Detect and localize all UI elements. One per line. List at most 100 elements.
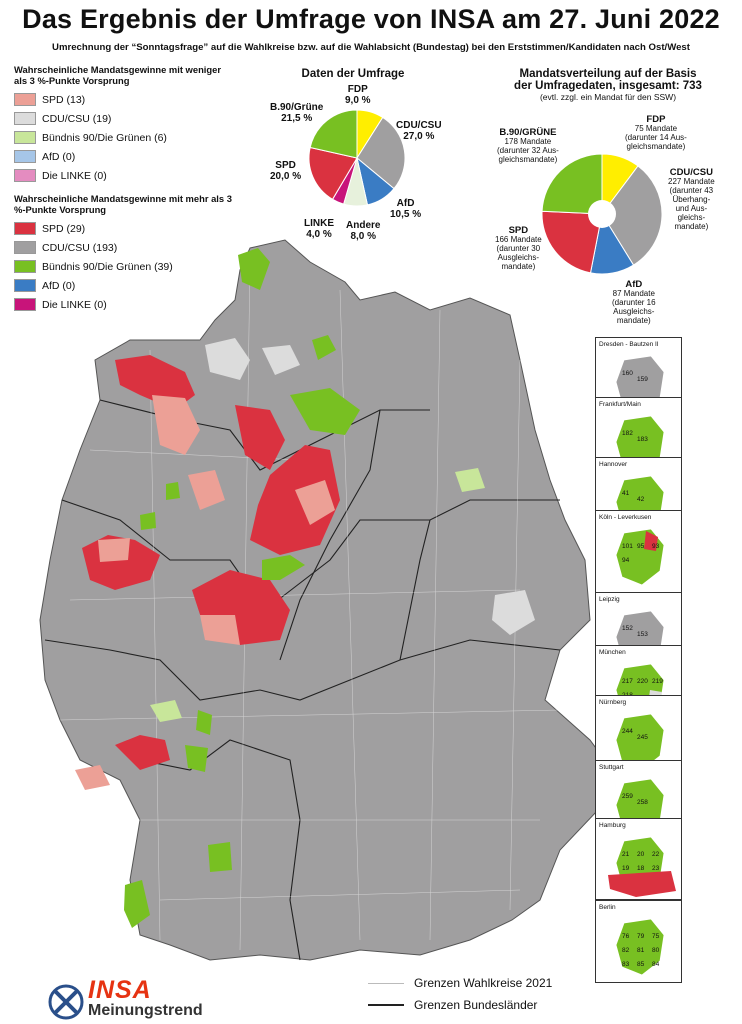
legend-swatch — [14, 222, 36, 235]
poll-label-gruene: B.90/Grüne 21,5 % — [270, 102, 324, 124]
district-gruene-strong — [290, 388, 360, 435]
district-gruene-strong — [185, 745, 208, 772]
inset-title: Hamburg — [599, 822, 626, 829]
legend-district-borders: Grenzen Wahlkreise 2021 — [368, 976, 552, 990]
inset-k-ln-leverkusen: Köln - Leverkusen 101 95 93 94 — [595, 510, 682, 593]
legend-label: SPD (29) — [42, 222, 86, 235]
seats-label-fdp: FDP 75 Mandate (darunter 14 Aus-gleichsman… — [625, 114, 687, 151]
legend-weak-item: CDU/CSU (19) — [14, 109, 234, 128]
inset-district-number: 84 — [652, 961, 660, 968]
inset-district-number: 81 — [637, 947, 645, 954]
inset-district-number: 217 — [622, 678, 633, 685]
legend-strong-item: CDU/CSU (193) — [14, 238, 234, 257]
inset-district-number: 259 — [622, 793, 633, 800]
poll-label-cdu: CDU/CSU 27,0 % — [396, 120, 442, 142]
district-spd-weak — [295, 480, 335, 525]
legend-swatch — [14, 279, 36, 292]
legend-strong-item: Die LINKE (0) — [14, 295, 234, 314]
district-spd-strong — [250, 445, 340, 555]
inset-berlin: Berlin 76 79 75 82 81 80 83 85 84 — [595, 900, 682, 983]
poll-label-andere: Andere 8,0 % — [346, 220, 381, 242]
legend-swatch — [14, 298, 36, 311]
page-subtitle: Umrechnung der “Sonntagsfrage” auf die W… — [52, 42, 690, 53]
district-cdu-weak — [492, 590, 535, 635]
inset-title: Stuttgart — [599, 764, 624, 771]
inset-title: Nürnberg — [599, 699, 627, 706]
inset-district-number: 160 — [622, 370, 633, 377]
inset-title: Berlin — [599, 904, 616, 911]
inset-shape — [615, 918, 665, 976]
inset-title: Dresden - Bautzen II — [599, 341, 659, 348]
district-gruene-strong — [208, 842, 232, 872]
pie-slice-spd — [308, 146, 358, 201]
inset-district-number: 23 — [652, 865, 660, 872]
inset-district-number: 153 — [637, 631, 648, 638]
pie-slice-spd — [541, 210, 603, 274]
district-cdu-weak — [205, 338, 250, 380]
inset-district-number: 245 — [637, 734, 648, 741]
inset-district-number: 244 — [622, 728, 633, 735]
legend-label: CDU/CSU (19) — [42, 112, 112, 125]
inset-district-number: 95 — [637, 543, 645, 550]
inset-district-number: 41 — [622, 490, 630, 497]
legend-weak-item: AfD (0) — [14, 147, 234, 166]
district-spd-weak — [200, 615, 240, 645]
inset-district-number: 18 — [637, 865, 645, 872]
inset-district-number: 80 — [652, 947, 660, 954]
inset-title: Köln - Leverkusen — [599, 514, 652, 521]
pie-slice-cdu-csu — [601, 165, 663, 266]
insa-logo-icon — [48, 984, 84, 1020]
logo-sub: Meinungstrend — [88, 1002, 203, 1019]
inset-district-number: 21 — [622, 851, 630, 858]
inset-title: München — [599, 649, 626, 656]
page-title: Das Ergebnis der Umfrage von INSA am 27.… — [22, 4, 720, 34]
pie-slice-b-90-gr-ne — [309, 109, 358, 159]
inset-title: Frankfurt/Main — [599, 401, 641, 408]
legend-label: Die LINKE (0) — [42, 169, 107, 182]
poll-label-fdp: FDP 9,0 % — [345, 84, 371, 106]
legend-swatch — [14, 260, 36, 273]
legend-label: Die LINKE (0) — [42, 298, 107, 311]
inset-district-number: 93 — [652, 543, 660, 550]
inset-district-number: 159 — [637, 376, 648, 383]
inset-district-number: 152 — [622, 625, 633, 632]
legend-label: SPD (13) — [42, 93, 86, 106]
inset-district-number: 76 — [622, 933, 630, 940]
district-gruene-strong — [140, 512, 156, 530]
inset-shape — [608, 836, 676, 897]
legend-strong-item: AfD (0) — [14, 276, 234, 295]
district-gruene-strong — [196, 710, 212, 735]
legend-swatch — [14, 169, 36, 182]
inset-district-number: 19 — [622, 865, 630, 872]
district-spd-weak — [75, 765, 110, 790]
inset-title: Leipzig — [599, 596, 620, 603]
pie-slice-cdu-csu — [356, 116, 406, 190]
legend-swatch — [14, 131, 36, 144]
legend-label: Bündnis 90/Die Grünen (6) — [42, 131, 167, 144]
legend-state-borders: Grenzen Bundesländer — [368, 998, 537, 1012]
inset-district-number: 83 — [622, 961, 630, 968]
insa-logo: INSA Meinungstrend — [46, 976, 236, 1022]
inset-district-number: 82 — [622, 947, 630, 954]
state-borders — [44, 399, 561, 961]
inset-district-number: 85 — [637, 961, 645, 968]
district-gruene-weak — [150, 700, 182, 722]
inset-district-number: 220 — [637, 678, 648, 685]
seats-pie-title: Mandatsverteilung auf der Basis der Umfra… — [514, 68, 702, 102]
poll-label-afd: AfD 10,5 % — [390, 198, 422, 220]
legend-weak-item: SPD (13) — [14, 90, 234, 109]
seats-label-gruene: B.90/GRÜNE 178 Mandate (darunter 32 Aus-gl… — [497, 127, 559, 164]
legend-weak-item: Bündnis 90/Die Grünen (6) — [14, 128, 234, 147]
pie-hole — [588, 200, 616, 228]
inset-district-number: 182 — [622, 430, 633, 437]
inset-district-number: 20 — [637, 851, 645, 858]
seats-label-afd: AfD 87 Mandate (darunter 16 Ausgleichs-mand… — [612, 279, 656, 325]
district-gruene-strong — [166, 482, 180, 500]
pie-slice-b-90-gr-ne — [541, 153, 603, 215]
district-spd-strong — [115, 355, 195, 410]
legend-swatch — [14, 150, 36, 163]
poll-pie-title: Daten der Umfrage — [301, 68, 405, 80]
